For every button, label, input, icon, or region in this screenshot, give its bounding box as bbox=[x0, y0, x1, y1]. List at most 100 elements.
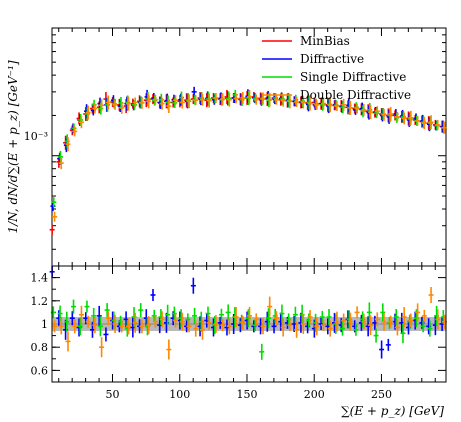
legend-item-minbias: MinBias bbox=[262, 34, 350, 48]
ratio-point-double-diffractive bbox=[173, 313, 179, 328]
ratio-point-double-diffractive bbox=[220, 319, 226, 332]
main-y-axis-title: 1/N, dN/d∑(E + p_z) [GeV⁻¹] bbox=[6, 60, 20, 233]
main-axis-ticks bbox=[52, 28, 446, 266]
ratio-point-single-diffractive bbox=[259, 343, 265, 360]
ratio-point-double-diffractive bbox=[146, 316, 152, 335]
main-point-double-diffractive bbox=[415, 115, 421, 126]
ratio-point-double-diffractive bbox=[206, 315, 212, 330]
ratio-point-single-diffractive bbox=[91, 307, 97, 324]
ratio-point-double-diffractive bbox=[226, 318, 232, 335]
ratio-point-single-diffractive bbox=[192, 307, 198, 324]
main-point-single-diffractive bbox=[293, 94, 299, 105]
main-point-double-diffractive bbox=[421, 117, 427, 130]
main-point-double-diffractive bbox=[220, 93, 226, 106]
main-point-double-diffractive bbox=[193, 95, 199, 106]
ratio-data-points bbox=[49, 265, 448, 360]
ratio-point-double-diffractive bbox=[280, 318, 286, 337]
main-point-double-diffractive bbox=[159, 97, 165, 110]
main-point-double-diffractive bbox=[435, 119, 441, 130]
main-point-double-diffractive bbox=[381, 108, 387, 121]
main-point-double-diffractive bbox=[186, 94, 192, 109]
main-point-single-diffractive bbox=[421, 116, 427, 129]
ratio-point-double-diffractive bbox=[381, 312, 387, 331]
ratio-point-single-diffractive bbox=[353, 323, 359, 336]
ratio-point-single-diffractive bbox=[64, 311, 70, 332]
ratio-point-single-diffractive bbox=[77, 317, 83, 336]
ratio-point-double-diffractive bbox=[139, 319, 145, 334]
ratio-point-double-diffractive bbox=[179, 312, 185, 331]
ratio-point-double-diffractive bbox=[267, 296, 273, 317]
ratio-point-double-diffractive bbox=[394, 319, 400, 336]
main-point-double-diffractive bbox=[199, 93, 205, 106]
legend-label: Single Diffractive bbox=[300, 70, 406, 84]
main-point-double-diffractive bbox=[85, 105, 91, 120]
main-point-double-diffractive bbox=[132, 97, 138, 108]
ratio-point-single-diffractive bbox=[427, 320, 433, 337]
ratio-point-double-diffractive bbox=[52, 320, 58, 333]
ratio-point-double-diffractive bbox=[320, 319, 326, 332]
main-point-double-diffractive bbox=[72, 126, 78, 137]
ratio-point-double-diffractive bbox=[374, 312, 380, 327]
main-point-double-diffractive bbox=[139, 96, 145, 109]
ratio-point-double-diffractive bbox=[435, 309, 441, 330]
ratio-point-double-diffractive bbox=[421, 309, 427, 322]
main-point-double-diffractive bbox=[226, 92, 232, 107]
ratio-point-double-diffractive bbox=[240, 315, 246, 330]
ratio-panel: 50 100 150 200 250 0.6 0.8 1 1.2 1.4 ∑(E + p_z) … bbox=[31, 265, 448, 418]
ratio-point-single-diffractive bbox=[104, 303, 110, 318]
main-point-double-diffractive bbox=[408, 110, 414, 125]
main-point-double-diffractive bbox=[327, 98, 333, 113]
ratio-point-double-diffractive bbox=[347, 312, 353, 331]
ratio-point-double-diffractive bbox=[368, 315, 374, 336]
ratio-point-single-diffractive bbox=[400, 323, 406, 344]
main-point-double-diffractive bbox=[428, 115, 434, 130]
main-point-double-diffractive bbox=[119, 101, 125, 114]
legend-label: MinBias bbox=[300, 34, 350, 48]
main-point-double-diffractive bbox=[92, 103, 98, 114]
ratio-point-double-diffractive bbox=[341, 313, 347, 328]
main-point-double-diffractive bbox=[280, 94, 286, 107]
ratio-point-double-diffractive bbox=[314, 317, 320, 336]
main-point-double-diffractive bbox=[233, 93, 239, 104]
x-tick-label: 150 bbox=[236, 388, 257, 401]
ratio-point-double-diffractive bbox=[78, 305, 84, 324]
main-point-double-diffractive bbox=[273, 94, 279, 105]
main-point-double-diffractive bbox=[112, 99, 118, 110]
ratio-y-tick-label: 1.4 bbox=[31, 272, 49, 285]
ratio-point-double-diffractive bbox=[388, 315, 394, 328]
main-point-double-diffractive bbox=[253, 94, 259, 105]
main-panel: 10⁻³ 1/N, dN/d∑(E + p_z) [GeV⁻¹] MinBias… bbox=[6, 27, 448, 267]
main-point-double-diffractive bbox=[206, 93, 212, 108]
ratio-point-double-diffractive bbox=[199, 319, 205, 340]
main-point-double-diffractive bbox=[179, 96, 185, 109]
main-point-single-diffractive bbox=[320, 98, 326, 111]
ratio-point-double-diffractive bbox=[253, 313, 259, 326]
main-point-double-diffractive bbox=[105, 95, 111, 110]
ratio-plot-frame bbox=[51, 265, 447, 383]
legend-item-double-diffractive: Double Diffractive bbox=[262, 88, 411, 102]
ratio-point-double-diffractive bbox=[58, 318, 64, 335]
ratio-point-diffractive bbox=[150, 289, 156, 301]
ratio-point-double-diffractive bbox=[354, 306, 360, 319]
ratio-point-double-diffractive bbox=[213, 315, 219, 333]
main-point-double-diffractive bbox=[354, 103, 360, 114]
main-point-single-diffractive bbox=[387, 108, 393, 123]
ratio-point-single-diffractive bbox=[366, 302, 372, 323]
main-point-double-diffractive bbox=[320, 97, 326, 110]
ratio-point-double-diffractive bbox=[287, 319, 293, 332]
ratio-point-diffractive bbox=[69, 311, 75, 326]
main-point-double-diffractive bbox=[146, 94, 152, 109]
ratio-point-double-diffractive bbox=[99, 337, 105, 358]
main-point-double-diffractive bbox=[300, 96, 306, 109]
ratio-point-double-diffractive bbox=[159, 311, 165, 328]
legend-item-diffractive: Diffractive bbox=[262, 52, 364, 66]
ratio-point-single-diffractive bbox=[71, 299, 77, 314]
main-plot-frame bbox=[51, 27, 447, 267]
ratio-point-double-diffractive bbox=[260, 318, 266, 335]
main-point-double-diffractive bbox=[347, 100, 353, 115]
ratio-point-single-diffractive bbox=[393, 309, 399, 326]
ratio-point-single-diffractive bbox=[380, 303, 386, 322]
ratio-point-double-diffractive bbox=[307, 310, 313, 325]
ratio-y-tick-label: 1 bbox=[41, 318, 48, 331]
